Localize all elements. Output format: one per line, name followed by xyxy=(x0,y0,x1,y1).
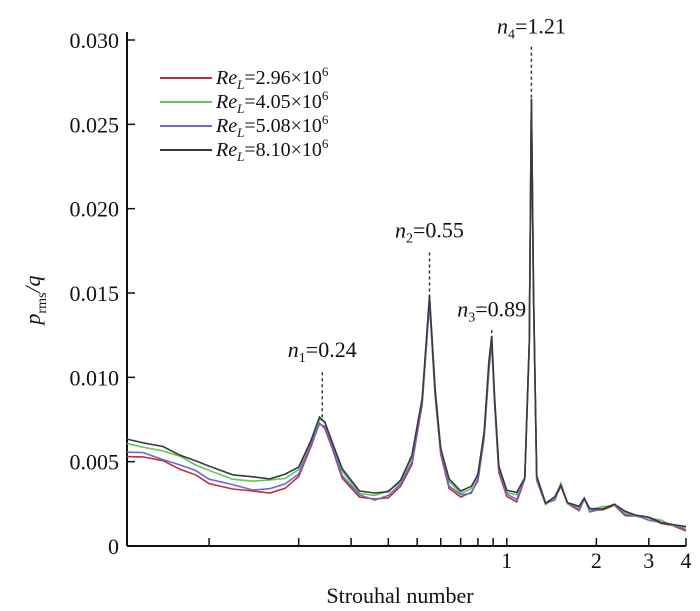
legend: ReL=2.96×106ReL=4.05×106ReL=5.08×106ReL=… xyxy=(160,64,329,164)
legend-label-4: ReL=8.10×106 xyxy=(215,136,329,164)
legend-symbol: Re xyxy=(215,67,237,89)
series-line-4 xyxy=(126,99,687,528)
x-tick-label: 3 xyxy=(643,548,654,573)
x-tick-label: 2 xyxy=(591,548,602,573)
legend-subscript: L xyxy=(236,77,244,92)
annotation-subscript: 3 xyxy=(468,311,475,326)
annotation-value: =0.89 xyxy=(475,297,526,322)
legend-exponent: 6 xyxy=(322,136,329,151)
legend-value: =2.96×10 xyxy=(244,67,322,89)
legend-label-2: ReL=4.05×106 xyxy=(215,88,329,116)
legend-subscript: L xyxy=(236,101,244,116)
legend-symbol: Re xyxy=(215,91,237,113)
y-axis-title-main: p xyxy=(20,314,45,327)
annotation-label-2: n2=0.55 xyxy=(395,217,464,246)
y-axis-title: prms/q xyxy=(20,275,50,326)
annotation-value: =1.21 xyxy=(515,13,566,38)
y-axis-title-tail: /q xyxy=(20,275,45,294)
y-tick-label: 0.015 xyxy=(70,281,120,306)
annotation-label-4: n4=1.21 xyxy=(497,13,566,42)
legend-subscript: L xyxy=(236,149,244,164)
legend-exponent: 6 xyxy=(322,88,329,103)
legend-value: =4.05×10 xyxy=(244,91,322,113)
annotation-value: =0.24 xyxy=(306,337,357,362)
y-tick-label: 0.010 xyxy=(70,365,120,390)
x-axis-title: Strouhal number xyxy=(326,583,474,608)
annotation-label-1: n1=0.24 xyxy=(288,337,357,366)
annotation-value: =0.55 xyxy=(413,217,464,242)
legend-label-1: ReL=2.96×106 xyxy=(215,64,329,92)
legend-symbol: Re xyxy=(215,139,237,161)
annotation-symbol: n xyxy=(457,297,468,322)
annotation-subscript: 1 xyxy=(299,351,306,366)
annotation-symbol: n xyxy=(497,13,508,38)
svg-text:prms/q: prms/q xyxy=(20,275,50,326)
y-tick-label: 0.005 xyxy=(70,450,120,475)
annotation-symbol: n xyxy=(395,217,406,242)
series-line-2 xyxy=(126,96,687,529)
series-line-3 xyxy=(126,98,687,531)
y-tick-label: 0.025 xyxy=(70,112,120,137)
legend-exponent: 6 xyxy=(322,64,329,79)
axis-ticks: 0 0.005 0.010 0.015 0.020 0.025 0.030 1 2 3 4 xyxy=(70,28,692,573)
annotation-symbol: n xyxy=(288,337,299,362)
y-tick-label: 0 xyxy=(108,534,119,559)
series-lines xyxy=(126,96,687,532)
axes-frame xyxy=(126,32,686,547)
legend-symbol: Re xyxy=(215,115,237,137)
y-tick-label: 0.020 xyxy=(70,197,120,222)
y-axis-title-sub: rms xyxy=(35,293,50,314)
y-tick-label: 0.030 xyxy=(70,28,120,53)
legend-subscript: L xyxy=(236,125,244,140)
legend-label-3: ReL=5.08×106 xyxy=(215,112,329,140)
legend-value: =8.10×10 xyxy=(244,139,322,161)
legend-exponent: 6 xyxy=(322,112,329,127)
x-tick-label: 4 xyxy=(681,548,692,573)
annotation-subscript: 4 xyxy=(508,27,515,42)
annotation-label-3: n3=0.89 xyxy=(457,297,526,326)
x-tick-label: 1 xyxy=(501,548,512,573)
annotation-subscript: 2 xyxy=(406,231,413,246)
legend-value: =5.08×10 xyxy=(244,115,322,137)
